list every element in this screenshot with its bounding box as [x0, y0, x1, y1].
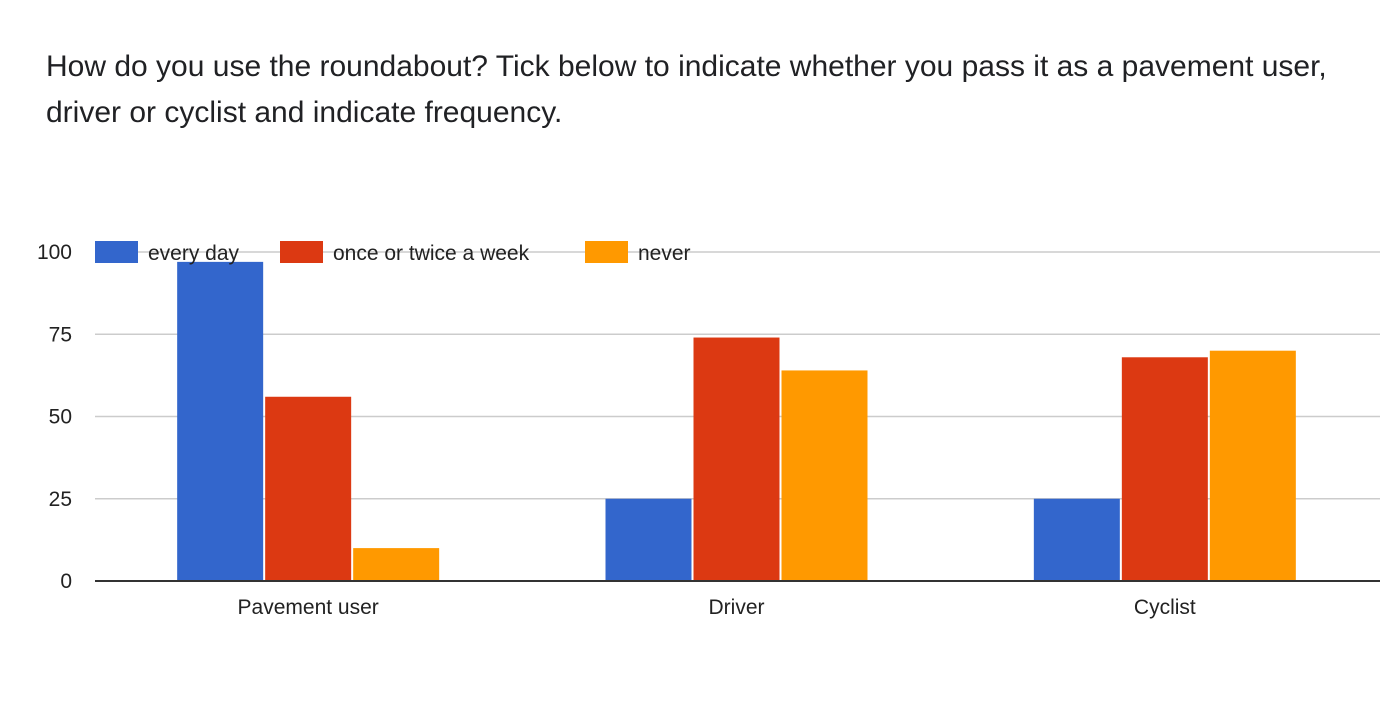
question-title: How do you use the roundabout? Tick belo…	[46, 50, 1327, 129]
bar-once-or-twice-a-week-pavement-user	[265, 396, 352, 581]
legend-swatch-every-day	[95, 241, 138, 263]
legend-swatch-never	[585, 241, 628, 263]
bars	[177, 261, 1296, 581]
x-category-label: Cyclist	[1134, 596, 1196, 619]
bar-never-driver	[781, 370, 868, 581]
x-axis-category-labels: Pavement user Driver Cyclist	[238, 596, 1196, 619]
y-tick-label: 100	[37, 241, 72, 264]
legend-label: once or twice a week	[333, 242, 530, 265]
legend: every day once or twice a week never	[95, 241, 691, 265]
bar-once-or-twice-a-week-cyclist	[1121, 357, 1208, 581]
x-category-label: Driver	[709, 596, 765, 619]
legend-label: every day	[148, 242, 240, 265]
bar-every-day-cyclist	[1033, 498, 1120, 581]
y-tick-label: 0	[60, 570, 72, 593]
y-tick-label: 50	[49, 406, 72, 429]
y-tick-label: 25	[49, 488, 72, 511]
bar-every-day-pavement-user	[177, 261, 264, 581]
bar-once-or-twice-a-week-driver	[693, 337, 780, 581]
bar-never-pavement-user	[353, 548, 440, 581]
legend-label: never	[638, 242, 691, 265]
bar-every-day-driver	[605, 498, 692, 581]
bar-never-cyclist	[1209, 350, 1296, 581]
x-category-label: Pavement user	[238, 596, 379, 619]
legend-swatch-once-or-twice-a-week	[280, 241, 323, 263]
y-axis-tick-labels: 0 25 50 75 100	[37, 241, 72, 593]
y-tick-label: 75	[49, 323, 72, 346]
